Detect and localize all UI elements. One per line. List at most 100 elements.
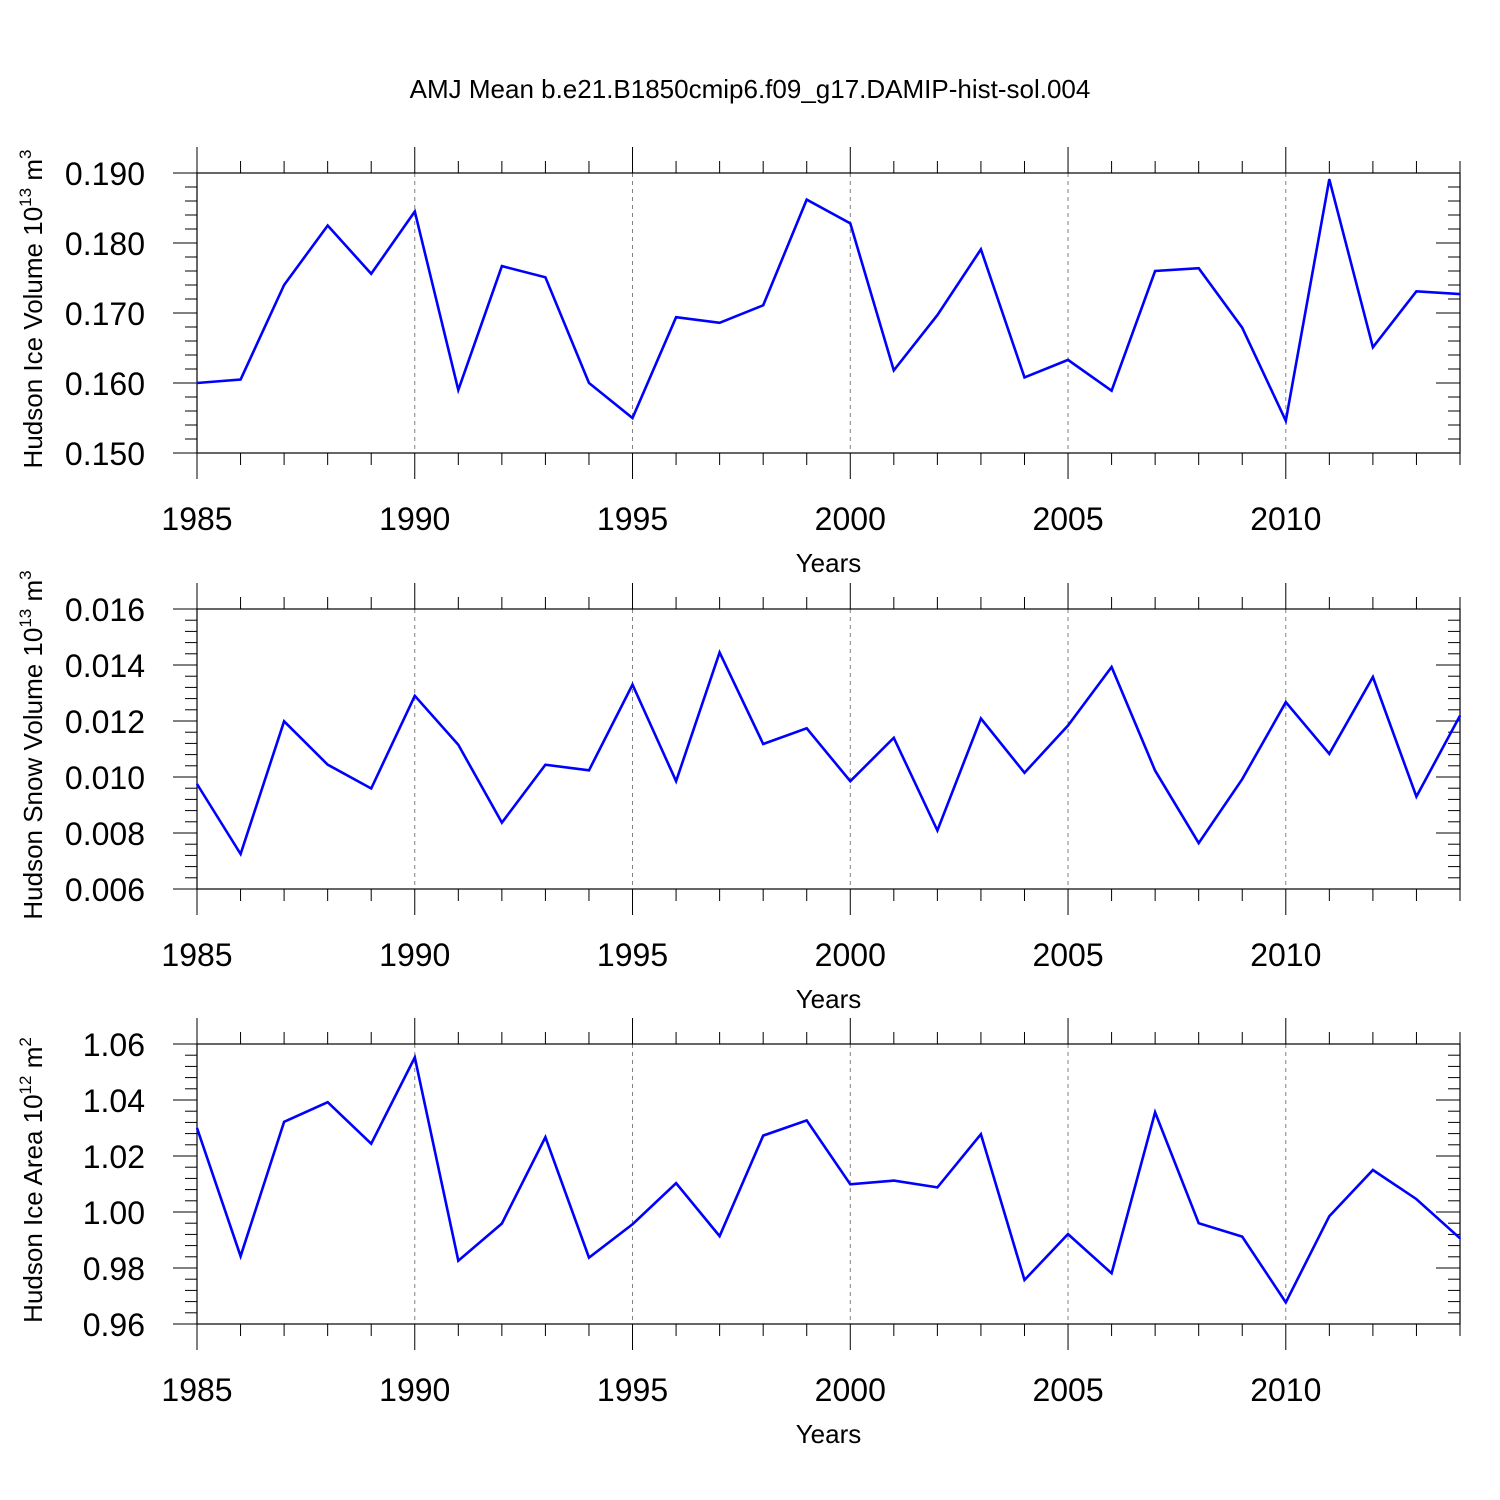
y-tick-label: 0.008 [65, 816, 145, 852]
data-point [1284, 701, 1287, 704]
data-point [849, 1183, 852, 1186]
y-tick-label: 1.06 [83, 1027, 145, 1063]
x-tick-label: 1985 [161, 1372, 232, 1408]
data-point [893, 737, 895, 739]
y-tick-label: 1.04 [83, 1083, 145, 1119]
data-point [457, 1259, 460, 1262]
x-tick-label: 1990 [379, 1372, 450, 1408]
y-axis-label: Hudson Snow Volume 1013 m3 [16, 570, 48, 919]
data-point [1284, 420, 1287, 422]
x-tick-label: 2005 [1032, 937, 1103, 973]
y-tick-label: 0.010 [65, 760, 145, 796]
data-point [1372, 346, 1374, 349]
series-line [196, 178, 1461, 426]
x-axis-label: Years [796, 548, 862, 578]
x-axis-label: Years [796, 1419, 862, 1449]
y-tick-label: 0.150 [65, 436, 145, 472]
x-tick-label: 1990 [379, 937, 450, 973]
x-tick-label: 1995 [597, 1372, 668, 1408]
y-tick-label: 0.180 [65, 226, 145, 262]
data-point [501, 821, 503, 824]
data-point [544, 1136, 547, 1139]
data-point [1110, 666, 1113, 668]
x-tick-label: 2000 [815, 1372, 886, 1408]
data-point [1459, 714, 1461, 717]
data-point [1197, 267, 1200, 270]
y-tick-label: 0.012 [65, 704, 145, 740]
data-point [1328, 752, 1331, 755]
y-tick-label: 0.190 [65, 156, 145, 192]
data-point [849, 222, 852, 225]
y-axis-label-unit: m [18, 580, 48, 609]
y-tick-label: 0.96 [83, 1307, 145, 1343]
panel-3: 1985 1990 1995 2000 2005 2010 0.96 0.98 1.00 1.02… [16, 1018, 1461, 1449]
data-point [1241, 1235, 1244, 1238]
data-point [1197, 842, 1200, 844]
data-point [370, 1142, 373, 1145]
data-point [1459, 1237, 1461, 1240]
data-point [239, 1255, 242, 1258]
data-point [631, 683, 634, 686]
data-point [980, 248, 982, 251]
x-axis-label: Years [796, 984, 862, 1014]
y-axis-label-unit: m [18, 159, 48, 188]
data-point [413, 695, 416, 697]
plot-frame [196, 608, 1461, 890]
chart-title: AMJ Mean b.e21.B1850cmip6.f09_g17.DAMIP-… [409, 74, 1091, 104]
data-point [239, 378, 242, 381]
data-point [805, 1119, 808, 1122]
data-point [762, 743, 764, 745]
data-point [1415, 290, 1418, 293]
data-point [196, 1127, 198, 1129]
data-point [1110, 389, 1113, 392]
y-tick-label: 0.98 [83, 1251, 145, 1287]
x-tick-label: 2010 [1250, 1372, 1321, 1408]
data-point [1328, 1215, 1331, 1217]
data-point [413, 210, 416, 213]
data-point [1067, 724, 1069, 727]
data-point [936, 829, 939, 832]
data-point [631, 1223, 634, 1226]
data-point [893, 1179, 895, 1182]
data-point [1241, 326, 1244, 329]
y-tick-label: 1.00 [83, 1195, 145, 1231]
x-tick-label: 1985 [161, 501, 232, 537]
data-point [718, 1235, 721, 1237]
data-point [980, 1133, 982, 1135]
x-tick-label: 2005 [1032, 501, 1103, 537]
y-axis-label-main: Hudson Ice Volume 10 [18, 207, 48, 469]
data-point [326, 763, 329, 766]
plot-frame [196, 1043, 1461, 1325]
y-axis-label-main: Hudson Ice Area 10 [18, 1094, 48, 1322]
series-line [195, 1053, 1461, 1305]
y-tick-label: 0.160 [65, 366, 145, 402]
x-tick-label: 2005 [1032, 1372, 1103, 1408]
data-point [1415, 795, 1418, 798]
data-point [1110, 1272, 1113, 1275]
data-point [283, 284, 285, 286]
data-point [980, 717, 982, 720]
data-point [762, 304, 764, 307]
data-point [1067, 359, 1069, 361]
y-axis-label-unit-exponent: 3 [16, 570, 35, 579]
data-point [1284, 1301, 1287, 1304]
data-point [893, 369, 895, 372]
x-tick-label: 1990 [379, 501, 450, 537]
y-tick-label: 0.014 [65, 648, 145, 684]
data-point [762, 1134, 764, 1137]
data-point [457, 389, 460, 391]
data-point [1372, 676, 1374, 678]
data-point [413, 1056, 416, 1059]
data-point [805, 727, 808, 730]
data-point [675, 1182, 677, 1184]
data-point [283, 1121, 285, 1123]
y-tick-label: 0.016 [65, 592, 145, 628]
data-point [501, 1222, 503, 1225]
x-tick-label: 1985 [161, 937, 232, 973]
data-point [1023, 376, 1026, 379]
y-axis-label-unit: m [18, 1047, 48, 1076]
data-point [588, 382, 590, 384]
data-point [1154, 769, 1156, 772]
data-point [588, 769, 590, 772]
